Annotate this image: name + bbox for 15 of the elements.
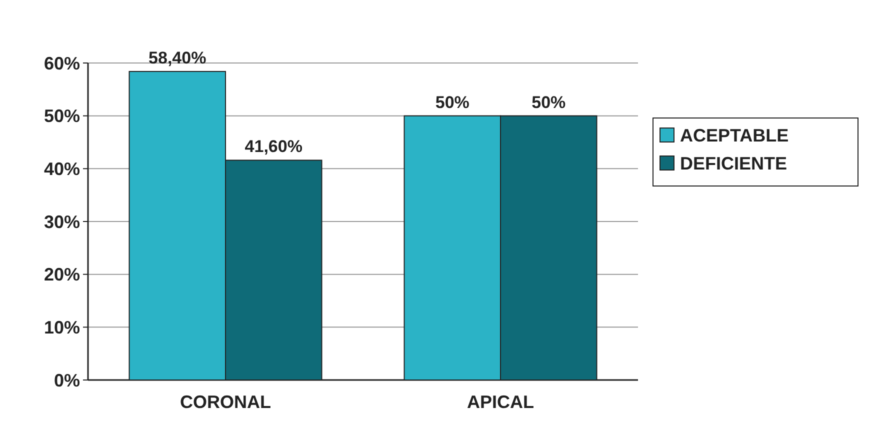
y-tick-label: 0% (54, 370, 80, 390)
y-tick-label: 30% (44, 212, 80, 232)
data-label: 50% (532, 92, 566, 112)
y-tick-label: 20% (44, 264, 80, 285)
y-tick-label: 10% (44, 317, 80, 338)
data-label: 58,40% (148, 48, 206, 68)
y-tick-label: 40% (44, 158, 80, 179)
legend-label: ACEPTABLE (680, 125, 789, 146)
x-tick-label: APICAL (467, 392, 534, 412)
x-tick-label: CORONAL (180, 392, 271, 412)
data-label: 50% (435, 92, 470, 112)
y-tick-label: 60% (44, 53, 80, 74)
legend-label: DEFICIENTE (680, 153, 788, 174)
data-label: 41,60% (244, 137, 302, 156)
y-tick-label: 50% (44, 106, 80, 126)
